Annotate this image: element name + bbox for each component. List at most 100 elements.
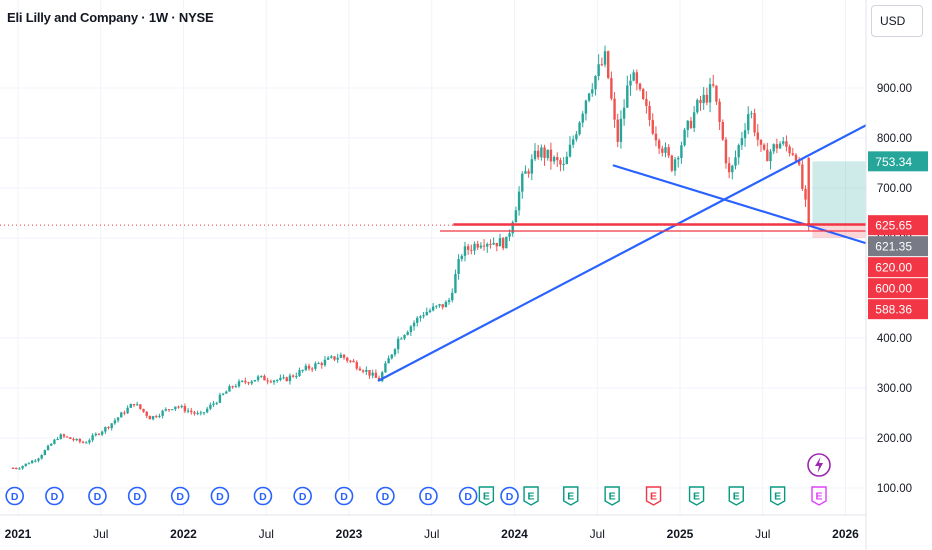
dividend-marker[interactable]: D xyxy=(334,486,354,506)
candle xyxy=(549,142,553,170)
candle-body xyxy=(263,375,266,381)
candle-body xyxy=(221,393,225,395)
candle-body xyxy=(619,118,623,142)
candle xyxy=(514,206,518,223)
candle xyxy=(209,402,212,411)
dividend-marker[interactable]: D xyxy=(293,486,312,506)
price-label-current: 625.65 xyxy=(868,215,928,236)
earnings-marker[interactable]: E xyxy=(523,486,539,506)
dividend-marker[interactable]: D xyxy=(127,486,147,506)
candle xyxy=(517,186,521,216)
candle-body xyxy=(498,238,502,247)
candle xyxy=(769,148,772,170)
earnings-marker[interactable]: E xyxy=(728,486,744,506)
y-tick-label: 400.00 xyxy=(877,333,912,345)
candle-body xyxy=(69,437,72,440)
price-label-bg xyxy=(868,257,928,278)
dividend-marker-circle xyxy=(458,486,478,506)
dividend-marker[interactable]: D xyxy=(253,486,273,506)
candle-body xyxy=(632,72,635,81)
price-label-target: 753.34 xyxy=(868,151,928,172)
candle xyxy=(670,154,674,173)
candle xyxy=(59,433,62,440)
candle xyxy=(155,414,158,419)
candle-body xyxy=(94,433,97,436)
candle xyxy=(170,408,174,411)
dividend-marker-circle xyxy=(293,486,312,506)
dividend-marker[interactable]: D xyxy=(88,486,107,506)
candle xyxy=(361,369,365,374)
dividend-marker[interactable]: D xyxy=(376,486,395,506)
candle xyxy=(298,367,301,377)
candle-body xyxy=(193,412,196,414)
candle-body xyxy=(651,119,654,134)
candle-body xyxy=(88,440,91,443)
candle xyxy=(635,69,639,91)
candle-body xyxy=(807,158,810,226)
candle-body xyxy=(260,375,263,377)
dividend-marker[interactable]: D xyxy=(5,486,24,506)
candle xyxy=(594,75,597,96)
earnings-marker-letter: E xyxy=(733,491,740,503)
candle xyxy=(339,352,343,358)
candle xyxy=(62,433,66,439)
dividend-marker[interactable]: D xyxy=(458,486,478,506)
currency-selector[interactable]: USD xyxy=(871,5,923,37)
candle-body xyxy=(594,76,597,90)
event-markers[interactable]: D D D D D D D D D D D D DE E E E E E E E E xyxy=(5,453,831,506)
candle-body xyxy=(724,139,728,164)
candle xyxy=(24,463,27,467)
earnings-marker[interactable]: E xyxy=(604,486,620,506)
earnings-marker[interactable]: E xyxy=(811,486,827,506)
dividend-marker[interactable]: D xyxy=(210,486,230,506)
candle xyxy=(731,164,734,180)
drawing-lines[interactable] xyxy=(377,121,872,382)
candle xyxy=(304,363,308,372)
candle xyxy=(148,415,152,420)
candle xyxy=(587,92,591,103)
candle xyxy=(581,111,584,128)
candle xyxy=(406,330,409,336)
dividend-marker[interactable]: D xyxy=(45,486,64,506)
candle-body xyxy=(622,107,626,119)
candle xyxy=(199,410,203,416)
candle-body xyxy=(753,113,756,133)
candle-body xyxy=(250,381,253,384)
candle-body xyxy=(291,375,295,377)
candle-body xyxy=(282,377,285,379)
earnings-marker[interactable]: E xyxy=(688,486,705,506)
candle-body xyxy=(167,409,171,411)
candle xyxy=(530,154,534,181)
dividend-marker-circle xyxy=(127,486,147,506)
lightning-icon-bolt xyxy=(815,457,824,473)
dividend-marker-circle xyxy=(210,486,230,506)
candle-body xyxy=(27,463,31,465)
candle xyxy=(556,152,559,168)
candle xyxy=(314,361,317,371)
candle-body xyxy=(307,365,311,369)
candle xyxy=(91,433,94,443)
candle-body xyxy=(205,408,209,413)
price-label-bg xyxy=(868,151,928,172)
candle-body xyxy=(489,244,492,246)
candle-body xyxy=(514,210,518,223)
earnings-marker[interactable]: E xyxy=(478,486,495,506)
dividend-marker[interactable]: D xyxy=(419,486,438,506)
candle-body xyxy=(559,160,562,165)
dividend-marker[interactable]: D xyxy=(170,486,190,506)
candle xyxy=(269,379,273,384)
dividend-marker[interactable]: D xyxy=(500,486,519,506)
earnings-marker[interactable]: E xyxy=(563,486,579,506)
candle-body xyxy=(610,77,613,99)
earnings-marker-letter: E xyxy=(650,491,657,503)
candle-body xyxy=(50,443,53,446)
earnings-marker[interactable]: E xyxy=(769,486,786,506)
candle-body xyxy=(794,154,798,161)
earnings-marker[interactable]: E xyxy=(645,486,662,506)
candle xyxy=(460,253,463,262)
lightning-icon[interactable] xyxy=(807,453,831,477)
candle-body xyxy=(571,139,575,145)
candle-body xyxy=(400,338,403,340)
candle-body xyxy=(202,412,206,414)
